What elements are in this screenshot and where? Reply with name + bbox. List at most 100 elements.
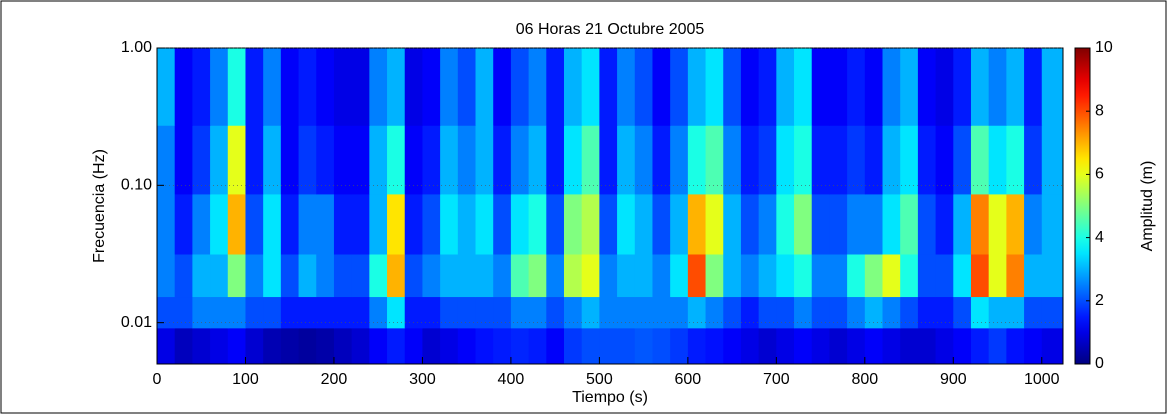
heatmap-cell — [316, 125, 335, 195]
heatmap-cell — [776, 48, 795, 126]
heatmap-cell — [475, 125, 494, 195]
heatmap-cell — [369, 125, 388, 195]
heatmap-cell — [387, 48, 406, 126]
heatmap-cell — [351, 125, 370, 195]
x-tick-label: 800 — [851, 371, 878, 388]
heatmap-cell — [457, 48, 477, 126]
heatmap-cell — [192, 48, 211, 126]
x-axis-label: Tiempo (s) — [572, 389, 648, 406]
heatmap-cell — [935, 193, 954, 255]
heatmap-cell — [369, 193, 388, 255]
heatmap-cell — [1041, 125, 1064, 195]
heatmap-cell — [581, 253, 600, 298]
heatmap-cell — [493, 296, 512, 329]
heatmap-cell — [882, 253, 901, 298]
x-tick-label: 900 — [940, 371, 967, 388]
heatmap-cell — [970, 253, 990, 298]
heatmap-cell — [369, 327, 388, 365]
heatmap-cell — [652, 48, 671, 126]
heatmap-cell — [333, 193, 353, 255]
heatmap-cell — [740, 296, 760, 329]
heatmap-cell — [174, 193, 193, 255]
heatmap-cell — [528, 48, 547, 126]
heatmap-cell — [1024, 193, 1043, 255]
heatmap-cell — [351, 48, 370, 126]
heatmap-cell — [599, 48, 618, 126]
y-tick-label: 0.10 — [121, 177, 152, 194]
heatmap-cell — [882, 48, 901, 126]
heatmap-cell — [581, 125, 600, 195]
x-tick-label: 1000 — [1024, 371, 1060, 388]
heatmap-cell — [157, 296, 176, 329]
heatmap-cell — [811, 253, 830, 298]
heatmap-cell — [333, 125, 353, 195]
x-tick-label: 400 — [498, 371, 525, 388]
heatmap-cell — [917, 327, 937, 365]
heatmap-cell — [687, 327, 707, 365]
heatmap-cell — [404, 48, 423, 126]
heatmap-cell — [794, 327, 813, 365]
heatmap-cell — [387, 253, 406, 298]
heatmap-cell — [1006, 296, 1025, 329]
x-tick-label: 100 — [232, 371, 259, 388]
heatmap-cell — [528, 253, 547, 298]
heatmap-cell — [758, 327, 777, 365]
x-tick-label: 200 — [321, 371, 348, 388]
heatmap-cell — [988, 125, 1007, 195]
heatmap-cell — [723, 253, 742, 298]
heatmap-cell — [617, 193, 636, 255]
heatmap-cell — [174, 253, 193, 298]
heatmap-cell — [227, 48, 246, 126]
colorbar-tick-label: 6 — [1095, 166, 1104, 183]
heatmap-cell — [422, 193, 441, 255]
heatmap-cell — [634, 193, 653, 255]
heatmap-cell — [387, 125, 406, 195]
heatmap-cell — [1006, 125, 1025, 195]
heatmap-cell — [245, 193, 264, 255]
heatmap-cell — [670, 125, 689, 195]
heatmap-cell — [546, 125, 565, 195]
heatmap-cell — [440, 193, 459, 255]
heatmap-cell — [758, 296, 777, 329]
heatmap-cell — [192, 327, 211, 365]
heatmap-cell — [829, 327, 848, 365]
heatmap-cell — [457, 296, 477, 329]
heatmap-cell — [157, 327, 176, 365]
heatmap-cell — [829, 253, 848, 298]
heatmap-cell — [829, 48, 848, 126]
heatmap-cell — [475, 327, 494, 365]
heatmap-cell — [546, 296, 565, 329]
heatmap-cell — [758, 48, 777, 126]
heatmap-cell — [510, 296, 530, 329]
heatmap-cell — [864, 327, 884, 365]
heatmap-cell — [935, 296, 954, 329]
colorbar — [1074, 47, 1091, 365]
heatmap-cell — [440, 48, 459, 126]
heatmap-cell — [670, 48, 689, 126]
heatmap-cell — [652, 193, 671, 255]
heatmap-cell — [900, 125, 919, 195]
heatmap-cell — [280, 296, 300, 329]
heatmap-cell — [988, 253, 1007, 298]
heatmap-cell — [935, 48, 954, 126]
heatmap-cell — [1024, 327, 1043, 365]
heatmap-cell — [634, 253, 653, 298]
heatmap-cell — [599, 125, 618, 195]
heatmap-cell — [316, 327, 335, 365]
heatmap-cell — [740, 327, 760, 365]
heatmap-cell — [900, 296, 919, 329]
heatmap-cell — [563, 125, 583, 195]
heatmap-cell — [404, 253, 423, 298]
heatmap-cell — [953, 48, 972, 126]
heatmap-cell — [864, 125, 884, 195]
heatmap-cell — [670, 253, 689, 298]
heatmap-cell — [634, 125, 653, 195]
heatmap-cell — [705, 48, 724, 126]
heatmap-cell — [882, 193, 901, 255]
heatmap-cell — [670, 193, 689, 255]
heatmap-cell — [245, 296, 264, 329]
heatmap-cell — [387, 193, 406, 255]
heatmap-cell — [1041, 48, 1064, 126]
heatmap-cell — [440, 253, 459, 298]
heatmap-cell — [687, 125, 707, 195]
